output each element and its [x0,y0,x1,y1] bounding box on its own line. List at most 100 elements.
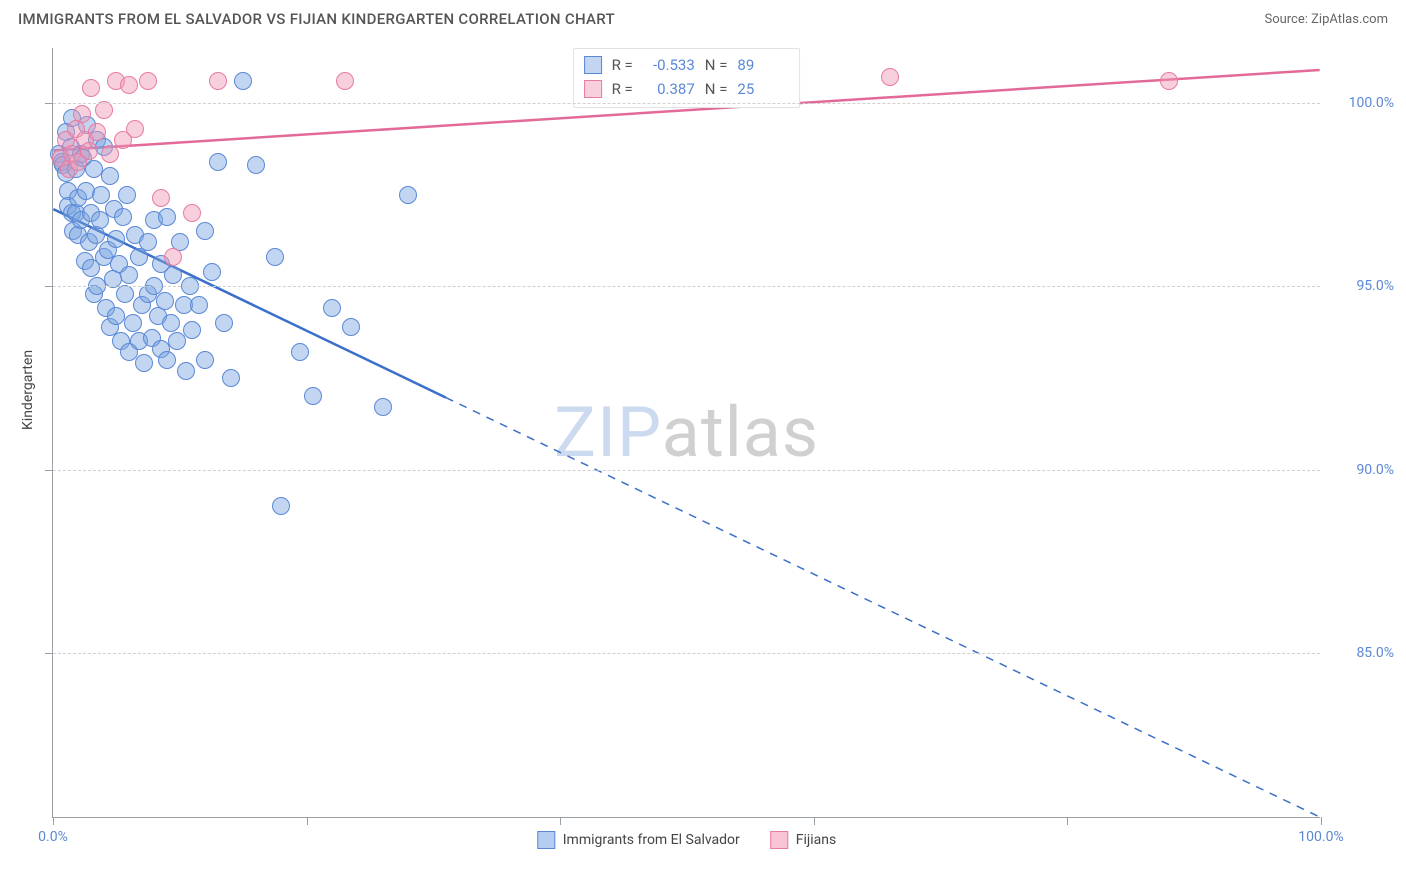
scatter-point-el_salvador [114,208,132,226]
y-tick [45,103,53,104]
x-tick-label: 0.0% [38,829,68,845]
y-tick-label: 100.0% [1349,95,1394,111]
legend-label: Fijians [796,832,836,848]
scatter-point-el_salvador [177,362,195,380]
stats-r-label: R = [612,53,633,77]
legend-swatch [770,831,788,849]
scatter-point-el_salvador [266,248,284,266]
scatter-point-el_salvador [156,292,174,310]
scatter-point-el_salvador [162,314,180,332]
legend-item: Fijians [770,831,836,849]
scatter-point-el_salvador [158,351,176,369]
scatter-point-fijians [101,145,119,163]
scatter-point-el_salvador [116,285,134,303]
scatter-point-fijians [152,189,170,207]
scatter-point-el_salvador [399,186,417,204]
scatter-point-fijians [88,123,106,141]
scatter-point-el_salvador [304,387,322,405]
scatter-points-layer [53,48,1320,817]
scatter-point-el_salvador [101,167,119,185]
scatter-point-el_salvador [234,72,252,90]
scatter-point-el_salvador [196,222,214,240]
scatter-point-el_salvador [118,186,136,204]
stats-row-fijians: R = 0.387 N = 25 [584,77,790,101]
scatter-point-fijians [80,142,98,160]
header: IMMIGRANTS FROM EL SALVADOR VS FIJIAN KI… [0,0,1406,36]
scatter-point-el_salvador [222,369,240,387]
scatter-point-el_salvador [272,497,290,515]
x-tick [814,817,815,825]
scatter-point-el_salvador [158,208,176,226]
scatter-point-el_salvador [135,354,153,372]
scatter-point-fijians [1160,72,1178,90]
x-tick [560,817,561,825]
gridline-h [53,470,1320,471]
gridline-h [53,286,1320,287]
scatter-point-el_salvador [291,343,309,361]
scatter-point-el_salvador [196,351,214,369]
legend-swatch [537,831,555,849]
source-attribution: Source: ZipAtlas.com [1264,12,1388,27]
scatter-point-el_salvador [164,266,182,284]
scatter-point-fijians [209,72,227,90]
stats-n-value-el_salvador: 89 [737,53,789,77]
x-tick [53,817,54,825]
x-tick [1321,817,1322,825]
y-tick [45,286,53,287]
scatter-point-el_salvador [190,296,208,314]
scatter-point-el_salvador [342,318,360,336]
gridline-h [53,103,1320,104]
scatter-point-el_salvador [203,263,221,281]
scatter-point-fijians [139,72,157,90]
y-axis-label: Kindergarten [20,350,36,430]
scatter-point-el_salvador [374,398,392,416]
stats-row-el_salvador: R = -0.533 N = 89 [584,53,790,77]
y-tick-label: 95.0% [1356,278,1394,294]
y-tick [45,470,53,471]
scatter-point-el_salvador [92,186,110,204]
y-tick [45,653,53,654]
stats-legend-box: R = -0.533 N = 89 R = 0.387 N = 25 [573,48,801,108]
stats-r-label: R = [612,77,633,101]
source-prefix: Source: [1264,12,1311,27]
chart-plot-area: ZIPatlas R =-0.533N =89R =0.387N =25 Imm… [52,48,1320,818]
x-tick [1067,817,1068,825]
scatter-point-fijians [336,72,354,90]
scatter-point-fijians [82,79,100,97]
scatter-point-el_salvador [168,332,186,350]
scatter-point-fijians [73,105,91,123]
x-tick [307,817,308,825]
scatter-point-el_salvador [215,314,233,332]
legend-label: Immigrants from El Salvador [563,832,740,848]
stats-swatch-el_salvador [584,56,602,74]
scatter-point-fijians [120,76,138,94]
stats-r-value-el_salvador: -0.533 [643,53,695,77]
x-tick-label: 100.0% [1298,829,1343,845]
source-link[interactable]: ZipAtlas.com [1311,12,1388,27]
bottom-legend: Immigrants from El Salvador Fijians [537,831,837,849]
scatter-point-fijians [126,120,144,138]
y-tick-label: 90.0% [1356,462,1394,478]
scatter-point-el_salvador [107,230,125,248]
legend-item: Immigrants from El Salvador [537,831,740,849]
stats-swatch-fijians [584,80,602,98]
stats-n-label: N = [705,77,728,101]
scatter-point-fijians [183,204,201,222]
gridline-h [53,653,1320,654]
scatter-point-el_salvador [247,156,265,174]
stats-r-value-fijians: 0.387 [643,77,695,101]
stats-n-value-fijians: 25 [737,77,789,101]
scatter-point-el_salvador [323,299,341,317]
scatter-point-el_salvador [183,321,201,339]
scatter-point-el_salvador [124,314,142,332]
scatter-point-fijians [164,248,182,266]
stats-n-label: N = [705,53,728,77]
chart-title: IMMIGRANTS FROM EL SALVADOR VS FIJIAN KI… [18,10,615,28]
scatter-point-el_salvador [107,307,125,325]
y-tick-label: 85.0% [1356,645,1394,661]
scatter-point-el_salvador [209,153,227,171]
scatter-point-el_salvador [139,233,157,251]
scatter-point-fijians [95,101,113,119]
scatter-point-el_salvador [120,266,138,284]
scatter-point-fijians [881,68,899,86]
